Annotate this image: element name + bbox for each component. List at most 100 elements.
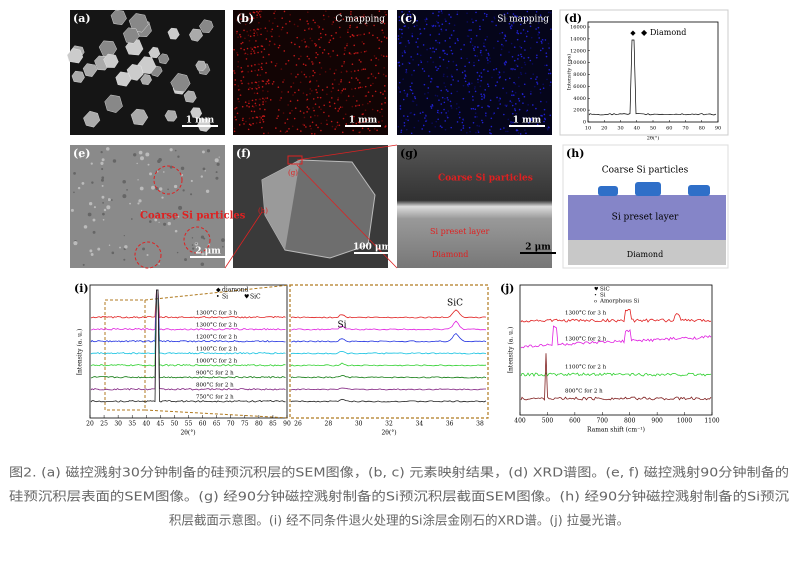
map-dot [516,65,519,67]
map-dot [464,75,467,77]
map-dot [420,61,423,63]
map-dot [347,31,349,34]
map-dot [480,93,482,95]
map-dot [517,132,520,134]
map-dot [460,129,463,131]
map-dot [307,46,310,48]
grain [200,235,205,239]
map-dot [529,21,531,23]
x-tick-label: 1100 [704,418,719,425]
curve-label: 1300°C for 2 h [565,337,607,343]
map-dot [500,54,502,56]
grain [100,161,104,165]
map-dot [511,90,514,93]
map-dot [299,110,302,113]
grain [142,247,146,251]
x-tick-label: 80 [255,421,263,428]
map-dot [464,80,467,83]
grain [130,218,133,220]
map-dot [239,33,241,36]
map-dot [265,71,267,74]
map-dot [351,88,353,90]
x-tick-label: 30 [617,126,623,132]
map-dot [253,46,256,49]
map-dot [344,47,346,49]
grain [101,167,104,171]
map-dot [452,79,454,81]
map-dot [259,119,261,121]
map-dot [248,106,250,108]
map-dot [440,28,443,31]
map-dot [546,78,548,81]
map-dot [432,24,435,27]
map-dot [405,68,408,71]
map-dot [357,121,360,123]
map-dot [444,40,447,42]
map-dot [382,32,384,34]
grain [200,175,203,178]
sem-image-e [70,145,225,268]
legend-text: SiC [250,294,261,301]
map-dot [474,46,476,48]
grain [218,156,220,158]
map-dot [424,20,427,23]
map-dot [306,55,309,58]
map-dot [350,77,353,79]
map-dot [372,34,374,37]
map-dot [421,128,423,130]
map-dot [312,98,315,100]
map-dot [411,35,414,38]
map-dot [361,103,364,106]
map-dot [407,18,410,21]
map-dot [487,70,489,73]
map-dot [430,107,433,109]
map-dot [499,32,501,35]
map-dot [350,10,352,13]
map-dot [355,122,358,125]
map-dot [443,49,445,52]
map-dot [380,40,383,43]
panel-label: (h) [566,147,584,160]
map-dot [401,55,404,57]
y-axis-label: Intensity (a. u.) [508,327,515,374]
map-dot [363,14,365,16]
map-dot [320,122,323,125]
map-dot [413,126,416,129]
legend-text: Amorphous Si [599,299,639,305]
map-dot [249,12,251,15]
map-dot [503,113,505,116]
map-dot [316,53,319,56]
map-dot [407,15,410,18]
map-dot [287,91,290,93]
map-dot [309,92,311,95]
map-dot [424,93,426,95]
map-dot [545,52,548,54]
map-dot [518,85,520,88]
map-dot [302,92,305,94]
map-dot [371,108,374,111]
map-dot [365,50,368,52]
map-dot [365,24,368,27]
map-dot [300,55,302,58]
map-dot [298,46,301,48]
map-dot [278,109,280,111]
map-dot [368,32,371,34]
map-dot [347,29,349,31]
map-dot [478,75,481,77]
map-dot [462,119,465,122]
map-dot [423,27,426,30]
map-dot [302,63,305,66]
map-dot [537,34,539,36]
crystal [66,48,84,64]
map-dot [297,25,299,28]
map-dot [381,21,383,23]
map-dot [437,109,439,112]
map-dot [429,34,432,36]
map-dot [510,42,513,45]
x-tick-label: 34 [416,421,424,428]
map-dot [504,63,506,66]
map-dot [286,118,289,121]
map-dot [538,37,541,39]
map-dot [500,17,502,20]
map-dot [520,46,523,49]
